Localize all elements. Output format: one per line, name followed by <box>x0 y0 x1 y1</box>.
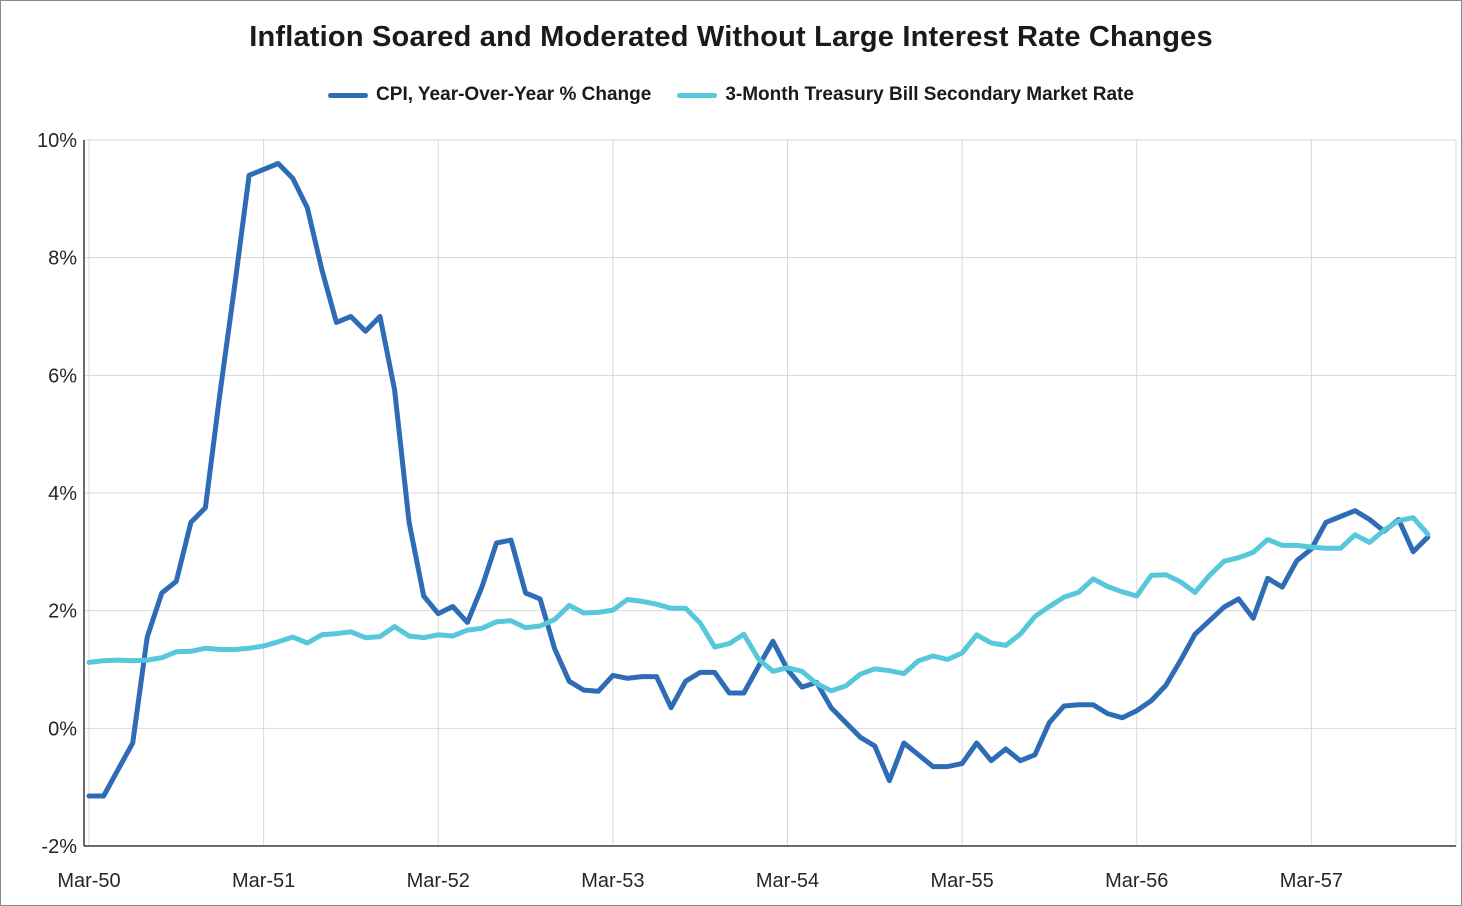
y-tick-label: -2% <box>41 836 77 858</box>
x-tick-label: Mar-52 <box>407 870 470 892</box>
chart-title: Inflation Soared and Moderated Without L… <box>249 21 1213 53</box>
legend-item-cpi: CPI, Year-Over-Year % Change <box>328 84 651 106</box>
x-tick-label: Mar-57 <box>1280 870 1343 892</box>
y-tick-label: 8% <box>48 248 77 270</box>
y-tick-label: 0% <box>48 718 77 740</box>
x-tick-label: Mar-54 <box>756 870 819 892</box>
x-tick-label: Mar-55 <box>930 870 993 892</box>
tbill-series-line <box>86 515 1431 694</box>
x-tick-label: Mar-51 <box>232 870 295 892</box>
y-tick-label: 2% <box>48 601 77 623</box>
cpi-line-swatch-icon <box>328 92 369 98</box>
x-tick-label: Mar-56 <box>1105 870 1168 892</box>
y-tick-label: 4% <box>48 483 77 505</box>
legend-label-tbill: 3-Month Treasury Bill Secondary Market R… <box>725 84 1134 105</box>
x-tick-label: Mar-53 <box>581 870 644 892</box>
x-tick-label: Mar-50 <box>57 870 120 892</box>
y-tick-label: 6% <box>48 365 77 387</box>
legend-item-tbill: 3-Month Treasury Bill Secondary Market R… <box>677 84 1134 106</box>
chart-legend: CPI, Year-Over-Year % Change 3-Month Tre… <box>1 84 1461 106</box>
cpi-series-line <box>86 161 1431 799</box>
legend-label-cpi: CPI, Year-Over-Year % Change <box>376 84 652 105</box>
tbill-line-swatch-icon <box>677 92 718 98</box>
y-tick-label: 10% <box>37 130 77 152</box>
